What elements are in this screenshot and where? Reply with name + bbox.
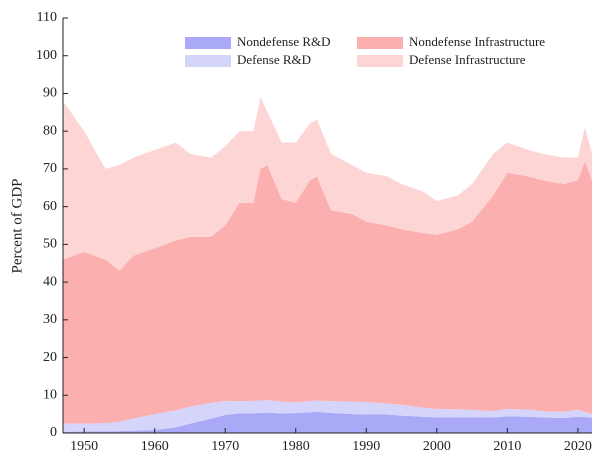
x-tick-label: 2020 bbox=[564, 439, 592, 454]
y-tick-label: 70 bbox=[43, 161, 57, 176]
legend-swatch bbox=[357, 55, 403, 67]
x-tick-label: 1960 bbox=[141, 439, 169, 454]
y-tick-label: 20 bbox=[43, 350, 57, 365]
y-tick-label: 100 bbox=[36, 48, 57, 63]
area bbox=[63, 97, 592, 271]
legend-swatch bbox=[357, 37, 403, 49]
area bbox=[63, 161, 592, 424]
legend-label: Defense R&D bbox=[237, 52, 311, 67]
y-tick-label: 110 bbox=[37, 10, 57, 25]
y-tick-label: 40 bbox=[43, 274, 57, 289]
legend-label: Nondefense Infrastructure bbox=[409, 34, 545, 49]
legend-label: Defense Infrastructure bbox=[409, 52, 526, 67]
x-tick-label: 1980 bbox=[282, 439, 310, 454]
x-tick-label: 1990 bbox=[352, 439, 380, 454]
legend-swatch bbox=[185, 37, 231, 49]
y-tick-label: 0 bbox=[50, 425, 57, 440]
x-tick-label: 2010 bbox=[493, 439, 521, 454]
y-tick-label: 90 bbox=[43, 86, 57, 101]
y-tick-label: 10 bbox=[43, 387, 57, 402]
x-tick-label: 1950 bbox=[70, 439, 98, 454]
y-tick-label: 30 bbox=[43, 312, 57, 327]
area bbox=[63, 411, 592, 433]
y-tick-label: 50 bbox=[43, 237, 57, 252]
legend-swatch bbox=[185, 55, 231, 67]
area bbox=[63, 400, 592, 432]
y-axis-label: Percent of GDP bbox=[9, 179, 25, 274]
y-tick-label: 80 bbox=[43, 123, 57, 138]
x-tick-label: 2000 bbox=[423, 439, 451, 454]
x-tick-label: 1970 bbox=[211, 439, 239, 454]
legend-label: Nondefense R&D bbox=[237, 34, 331, 49]
y-tick-label: 60 bbox=[43, 199, 57, 214]
